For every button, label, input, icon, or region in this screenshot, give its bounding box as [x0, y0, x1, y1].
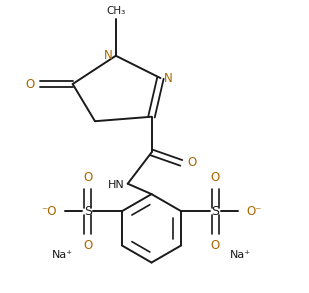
Text: N: N: [104, 49, 112, 62]
Text: O: O: [83, 239, 92, 252]
Text: S: S: [211, 205, 219, 218]
Text: Na⁺: Na⁺: [230, 250, 251, 260]
Text: CH₃: CH₃: [106, 6, 125, 16]
Text: S: S: [84, 205, 92, 218]
Text: O: O: [211, 171, 220, 183]
Text: Na⁺: Na⁺: [52, 250, 73, 260]
Text: O: O: [188, 156, 197, 169]
Text: HN: HN: [108, 180, 124, 190]
Text: O: O: [83, 171, 92, 183]
Text: O: O: [211, 239, 220, 252]
Text: N: N: [163, 71, 172, 85]
Text: ⁻O: ⁻O: [41, 205, 57, 218]
Text: O: O: [25, 78, 35, 91]
Text: O⁻: O⁻: [246, 205, 261, 218]
